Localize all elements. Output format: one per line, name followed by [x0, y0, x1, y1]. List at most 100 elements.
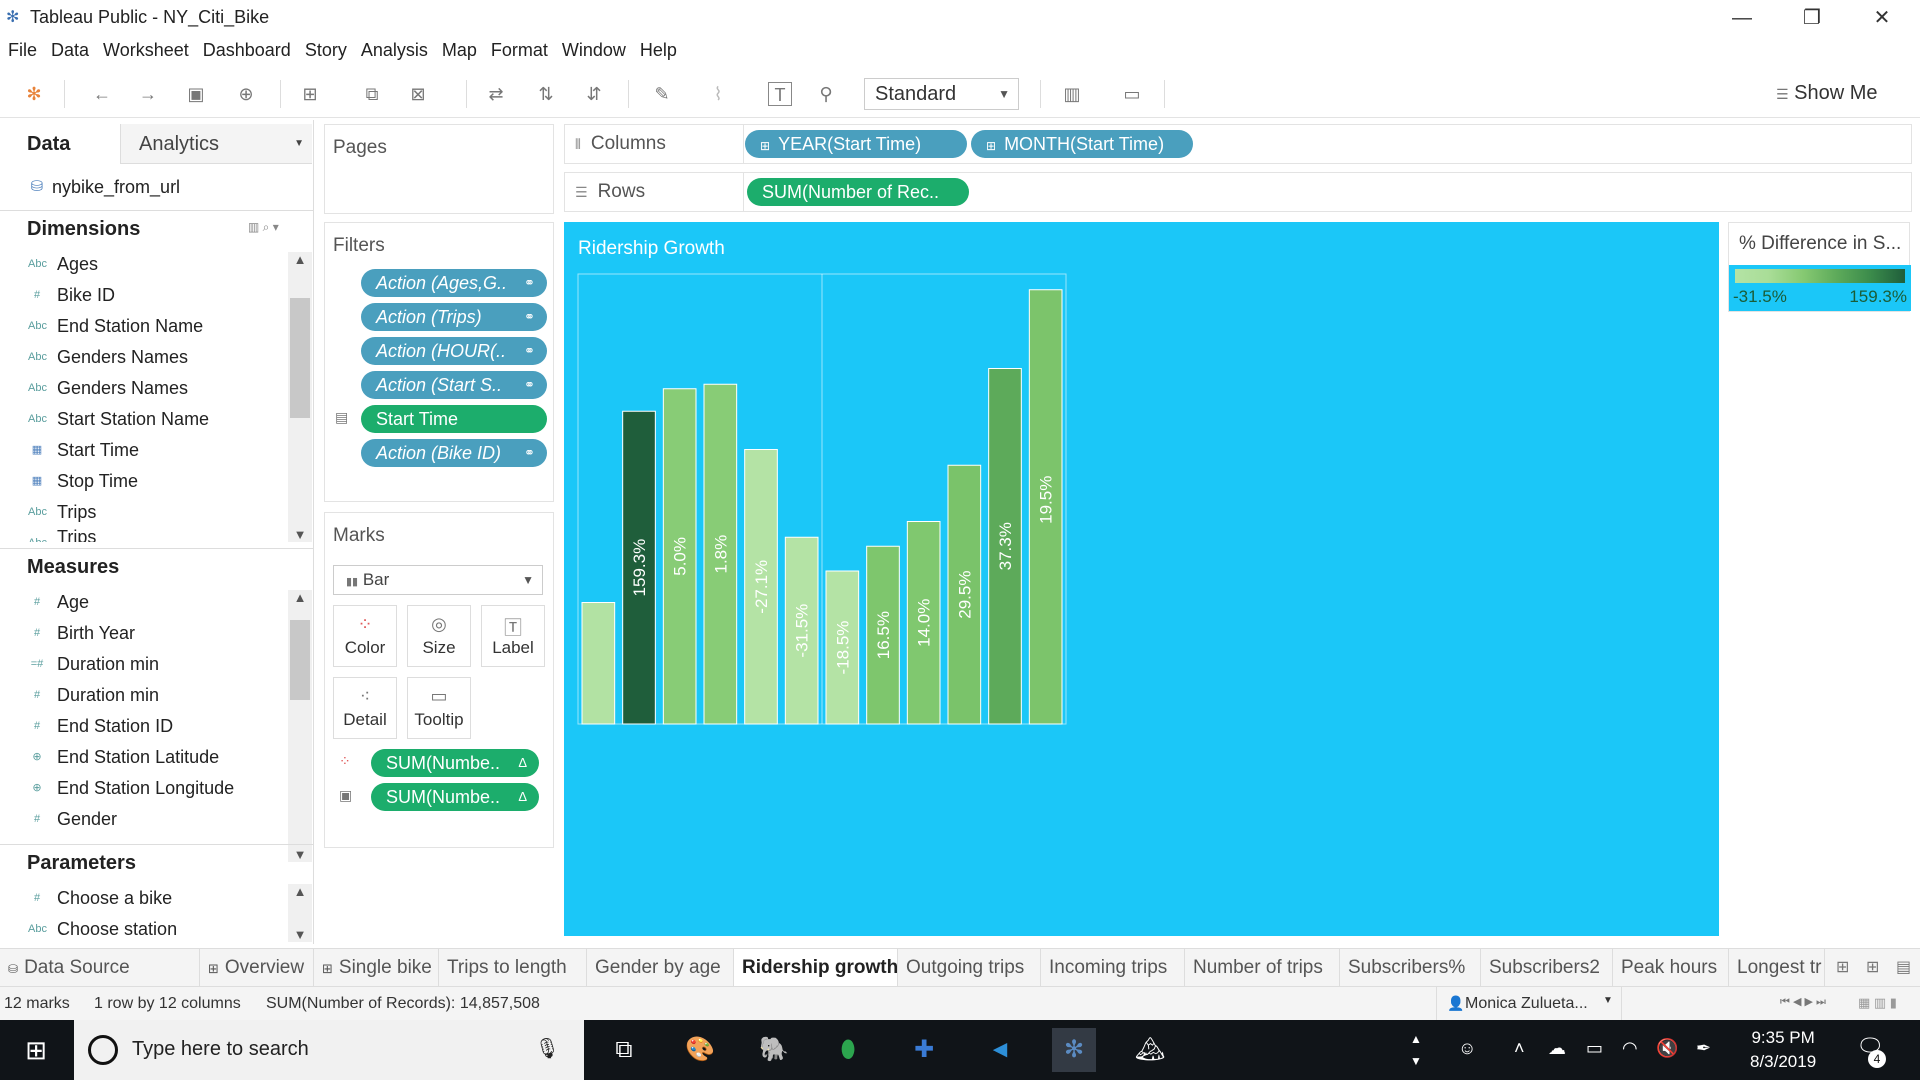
group-icon[interactable]: ⌇: [713, 84, 723, 104]
field-end-station-id[interactable]: # End Station ID: [0, 711, 290, 741]
field-end-station-latitude[interactable]: ⊕ End Station Latitude: [0, 742, 290, 772]
pen-icon[interactable]: ✒: [1696, 1038, 1712, 1058]
field-duration-min[interactable]: # Duration min: [0, 680, 290, 710]
taskbar-search[interactable]: Type here to search 🎙: [74, 1020, 584, 1080]
filter-pill[interactable]: Action (Trips) ⚭: [361, 303, 547, 331]
color-button[interactable]: ⁘ Color: [333, 605, 397, 667]
field-start-time[interactable]: ▦ Start Time: [0, 435, 290, 465]
bar-mark[interactable]: [866, 545, 900, 725]
restore-button[interactable]: ❐: [1803, 7, 1821, 29]
field-trips[interactable]: Abc Trips: [0, 528, 290, 542]
redo-icon[interactable]: →: [139, 84, 157, 104]
tab-analytics[interactable]: Analytics ▼: [120, 124, 312, 164]
field-trips[interactable]: Abc Trips: [0, 497, 290, 527]
menu-dashboard[interactable]: Dashboard: [202, 40, 291, 60]
sheet-tab-single-bike[interactable]: ⊞ Single bike: [314, 949, 439, 987]
columns-pill-month[interactable]: ⊞ MONTH(Start Time): [971, 130, 1193, 158]
onedrive-icon[interactable]: ☁: [1548, 1038, 1566, 1058]
postgres-app-icon[interactable]: 🐘: [759, 1036, 789, 1063]
volume-muted-icon[interactable]: 🔇: [1656, 1038, 1679, 1058]
taskbar-clock[interactable]: 9:35 PM 8/3/2019: [1750, 1026, 1816, 1074]
sheet-tab-gender-by-age[interactable]: Gender by age: [587, 949, 734, 987]
sheet-nav-icon[interactable]: ⏮ ◀ ▶ ⏭: [1780, 996, 1826, 1008]
new-datasource-icon[interactable]: ⊕: [238, 84, 254, 104]
filter-pill[interactable]: Action (Start S.. ⚭: [361, 371, 547, 399]
mark-type-select[interactable]: ▮▮ Bar ▼: [333, 565, 543, 595]
fit-select[interactable]: Standard ▼: [864, 78, 1019, 110]
tableau-app-icon[interactable]: ✻: [1052, 1028, 1096, 1072]
sort-ascending-icon[interactable]: ⇅: [538, 84, 554, 104]
menu-help[interactable]: Help: [639, 40, 677, 60]
tooltip-button[interactable]: ▭ Tooltip: [407, 677, 471, 739]
duplicate-sheet-icon[interactable]: ⧉: [365, 84, 379, 104]
new-story-tab-icon[interactable]: ▤: [1896, 959, 1912, 976]
detail-button[interactable]: ⁖ Detail: [333, 677, 397, 739]
save-icon[interactable]: ▣: [187, 84, 205, 104]
vscode-app-icon[interactable]: ◄: [988, 1036, 1012, 1063]
mongodb-app-icon[interactable]: ⬮: [840, 1036, 856, 1063]
menu-analysis[interactable]: Analysis: [360, 40, 428, 60]
microphone-icon[interactable]: 🎙: [534, 1038, 560, 1060]
minimize-button[interactable]: —: [1732, 7, 1752, 29]
field-duration-min[interactable]: =# Duration min: [0, 649, 290, 679]
filters-shelf[interactable]: Filters Action (Ages,G.. ⚭ Action (Trips)…: [324, 222, 554, 502]
legend-ramp-box[interactable]: -31.5% 159.3%: [1729, 265, 1911, 311]
field-genders-names[interactable]: Abc Genders Names: [0, 342, 290, 372]
bar-mark[interactable]: [988, 368, 1022, 725]
sort-descending-icon[interactable]: ⇵: [586, 84, 602, 104]
view-toggle-icon[interactable]: ▦ ▥ ▮: [1858, 995, 1897, 1010]
task-view-icon[interactable]: ⧉: [615, 1036, 633, 1063]
bar-mark[interactable]: [906, 521, 941, 725]
param-choose-station[interactable]: Abc Choose station: [0, 914, 290, 944]
scroll-up-icon[interactable]: ▲: [293, 884, 307, 899]
scroll-thumb[interactable]: [290, 298, 310, 418]
tableau-prep-app-icon[interactable]: ✚: [913, 1036, 935, 1063]
new-worksheet-tab-icon[interactable]: ⊞: [1836, 959, 1850, 976]
parameters-scrollbar[interactable]: ▲ ▼: [288, 884, 312, 942]
filter-pill[interactable]: Action (Ages,G.. ⚭: [361, 269, 547, 297]
bar-mark[interactable]: [662, 388, 697, 725]
dimensions-scrollbar[interactable]: ▲ ▼: [288, 252, 312, 542]
menu-map[interactable]: Map: [441, 40, 477, 60]
photos-app-icon[interactable]: 🏔: [1134, 1036, 1166, 1063]
clear-sheet-icon[interactable]: ⊠: [410, 84, 426, 104]
menu-format[interactable]: Format: [490, 40, 548, 60]
bar-mark[interactable]: [825, 570, 860, 725]
filter-pill[interactable]: Action (Bike ID) ⚭: [361, 439, 547, 467]
bar-mark[interactable]: [703, 383, 738, 725]
scroll-up-icon[interactable]: ▲: [293, 252, 307, 267]
show-me-button[interactable]: ☰ Show Me: [1776, 82, 1878, 105]
sheet-tab-trips-to-length[interactable]: Trips to length: [439, 949, 587, 987]
show-hidden-icons[interactable]: ˄: [1514, 1038, 1525, 1058]
field-ages[interactable]: Abc Ages: [0, 249, 290, 279]
new-dashboard-tab-icon[interactable]: ⊞: [1866, 959, 1880, 976]
sheet-tab-overview[interactable]: ⊞ Overview: [200, 949, 314, 987]
field-start-station-name[interactable]: Abc Start Station Name: [0, 404, 290, 434]
new-worksheet-icon[interactable]: ⊞: [302, 84, 318, 104]
marks-color-pill[interactable]: SUM(Numbe.. Δ: [371, 749, 539, 777]
tab-data[interactable]: Data: [0, 124, 120, 164]
sheet-tab-number-of-trips[interactable]: Number of trips: [1185, 949, 1340, 987]
tray-scroll-icon[interactable]: ▲ ▼: [1410, 1032, 1422, 1068]
pin-icon[interactable]: ⚲: [819, 84, 833, 104]
scroll-thumb[interactable]: [290, 620, 310, 700]
tab-data-source[interactable]: ⛁ Data Source: [0, 949, 200, 987]
bar-mark[interactable]: [744, 449, 778, 725]
sheet-tab-longest-trips[interactable]: Longest tr: [1729, 949, 1825, 987]
highlight-icon[interactable]: ✎: [654, 84, 670, 104]
rows-pill-sum[interactable]: SUM(Number of Rec..: [747, 178, 969, 206]
windows-start-icon[interactable]: ⊞: [25, 1035, 47, 1065]
people-icon[interactable]: ☺: [1458, 1038, 1477, 1058]
search-icon[interactable]: ▥ ⌕ ▾: [248, 220, 279, 234]
scroll-down-icon[interactable]: ▼: [293, 847, 307, 862]
bar-mark[interactable]: [622, 410, 656, 725]
sheet-tab-ridership-growth[interactable]: Ridership growth: [734, 949, 898, 987]
marks-label-pill[interactable]: SUM(Numbe.. Δ: [371, 783, 539, 811]
menu-file[interactable]: File: [8, 40, 38, 60]
measures-scrollbar[interactable]: ▲ ▼: [288, 590, 312, 862]
menu-window[interactable]: Window: [561, 40, 626, 60]
user-menu[interactable]: 👤 Monica Zulueta... ▼: [1436, 987, 1622, 1021]
pages-shelf[interactable]: Pages: [324, 124, 554, 214]
paint-app-icon[interactable]: 🎨: [685, 1036, 715, 1063]
field-stop-time[interactable]: ▦ Stop Time: [0, 466, 290, 496]
